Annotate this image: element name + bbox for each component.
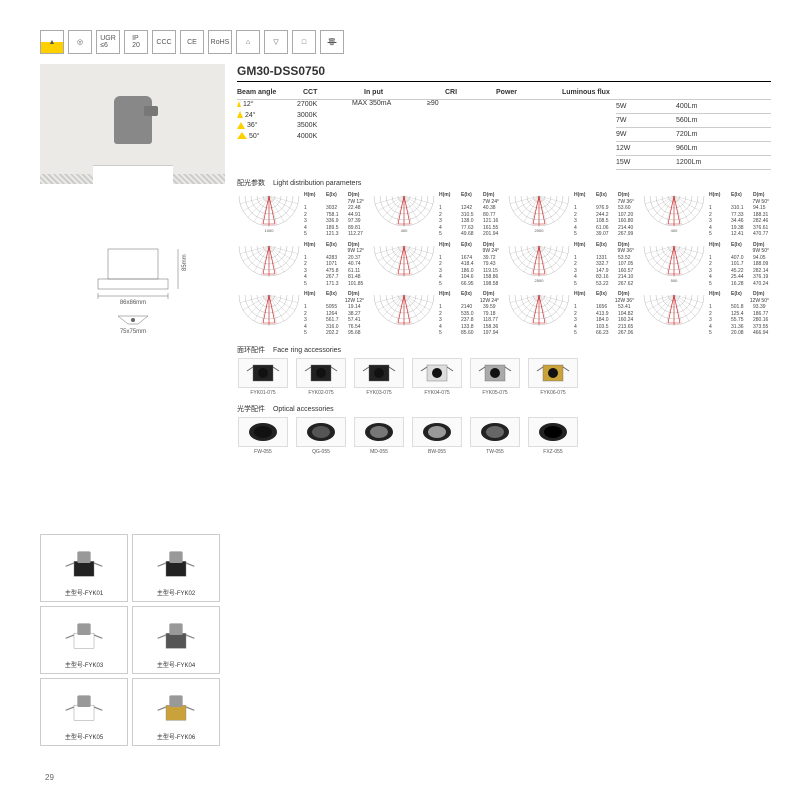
svg-text:500: 500 [671,278,678,283]
polar-cell: 400 H(m)E(lx)D(m) 7W 24°1124240.382310.5… [372,192,501,238]
optical-item: TW-055 [469,417,521,455]
no-trash-icon: 🗑 [320,30,344,54]
face-ring-item: FYK05-075 [469,358,521,396]
optical-item: FW-055 [237,417,289,455]
face-ring-item: FYK01-075 [237,358,289,396]
optical-item: BW-055 [411,417,463,455]
rohs-icon: RoHS [208,30,232,54]
variant-item: 主型号-FYK03 [40,606,128,674]
model-title: GM30-DSS0750 [237,64,771,82]
face-ring-item: FYK06-075 [527,358,579,396]
beam-icon: ▲ [40,30,64,54]
polar-cell: H(m)E(lx)D(m) 12W 50°1501.893.392125.418… [642,291,771,337]
polar-cell: H(m)E(lx)D(m) 12W 12°1505519.142126438.2… [237,291,366,337]
variant-item: 主型号-FYK05 [40,678,128,746]
ce-icon: CE [180,30,204,54]
svg-text:400: 400 [671,228,678,233]
polar-cell: 500 H(m)E(lx)D(m) 9W 50°1407.094.052101.… [642,242,771,288]
ccc-icon: CCC [152,30,176,54]
optical-item: FXZ-055 [527,417,579,455]
variant-item: 主型号-FYK02 [132,534,220,602]
svg-text:2000: 2000 [535,228,545,233]
cri-value: ≥90 [427,100,472,170]
indoor-icon: ⌂ [236,30,260,54]
polar-cell: H(m)E(lx)D(m) 9W 24°1167439.722418.479.4… [372,242,501,288]
cutout-label: 75x75mm [119,329,145,334]
ugr-icon: UGR≤6 [96,30,120,54]
variant-item: 主型号-FYK01 [40,534,128,602]
ip-icon: IP20 [124,30,148,54]
svg-text:2500: 2500 [535,278,545,283]
spec-header: Beam angle CCT In put CRI Power Luminous… [237,86,771,100]
dimension-diagram: 86x86mm 85mm 75x75mm [40,244,225,334]
certification-icons: ▲ ◎ UGR≤6 IP20 CCC CE RoHS ⌂ ▽ □ 🗑 [40,30,760,54]
led-icon: ◎ [68,30,92,54]
cct-list: 2700K3000K3500K4000K [297,100,352,170]
face-ring-item: FYK04-075 [411,358,463,396]
optical-row: FW-055 QG-055 MD-055 BW-055 TW-055 FXZ-0… [237,417,771,455]
svg-text:1000: 1000 [265,228,275,233]
beam-angle-list: 12°24°36°50° [237,100,297,170]
variant-item: 主型号-FYK04 [132,606,220,674]
variant-item: 主型号-FYK06 [132,678,220,746]
svg-text:400: 400 [401,228,408,233]
polar-grid: 1000 H(m)E(lx)D(m) 7W 12°1303222.482758.… [237,192,771,337]
variant-grid: 主型号-FYK01 主型号-FYK02 主型号-FYK03 主型号-FYK04 [40,534,225,746]
light-dist-title: 配光参数 Light distribution parameters [237,178,771,188]
optical-title: 光学配件 Optical accessories [237,404,771,414]
polar-cell: 2000 H(m)E(lx)D(m) 7W 36°1976.953.602244… [507,192,636,238]
polar-cell: 400 H(m)E(lx)D(m) 7W 50°1310.194.15277.3… [642,192,771,238]
polar-cell: H(m)E(lx)D(m) 12W 24°1214039.592535.079.… [372,291,501,337]
product-image [40,64,225,184]
page-number: 29 [45,773,54,782]
polar-cell: 2500 H(m)E(lx)D(m) 9W 36°1133153.522332.… [507,242,636,288]
optical-item: QG-055 [295,417,347,455]
face-ring-item: FYK03-075 [353,358,405,396]
face-ring-item: FYK02-075 [295,358,347,396]
optical-item: MD-055 [353,417,405,455]
polar-cell: H(m)E(lx)D(m) 12W 36°1165653.412413.9104… [507,291,636,337]
polar-cell: H(m)E(lx)D(m) 9W 12°1428320.372107140.74… [237,242,366,288]
height-label: 85mm [182,254,188,271]
polar-cell: 1000 H(m)E(lx)D(m) 7W 12°1303222.482758.… [237,192,366,238]
square-icon: □ [292,30,316,54]
input-value: MAX 350mA [352,100,427,170]
face-ring-row: FYK01-075 FYK02-075 FYK03-075 FYK04-075 … [237,358,771,396]
width-label: 86x86mm [119,300,145,306]
power-flux-table: 5W400Lm7W560Lm9W720Lm12W960Lm15W1200Lm [616,100,771,170]
downlight-icon: ▽ [264,30,288,54]
face-ring-title: 面环配件 Face ring accessories [237,345,771,355]
